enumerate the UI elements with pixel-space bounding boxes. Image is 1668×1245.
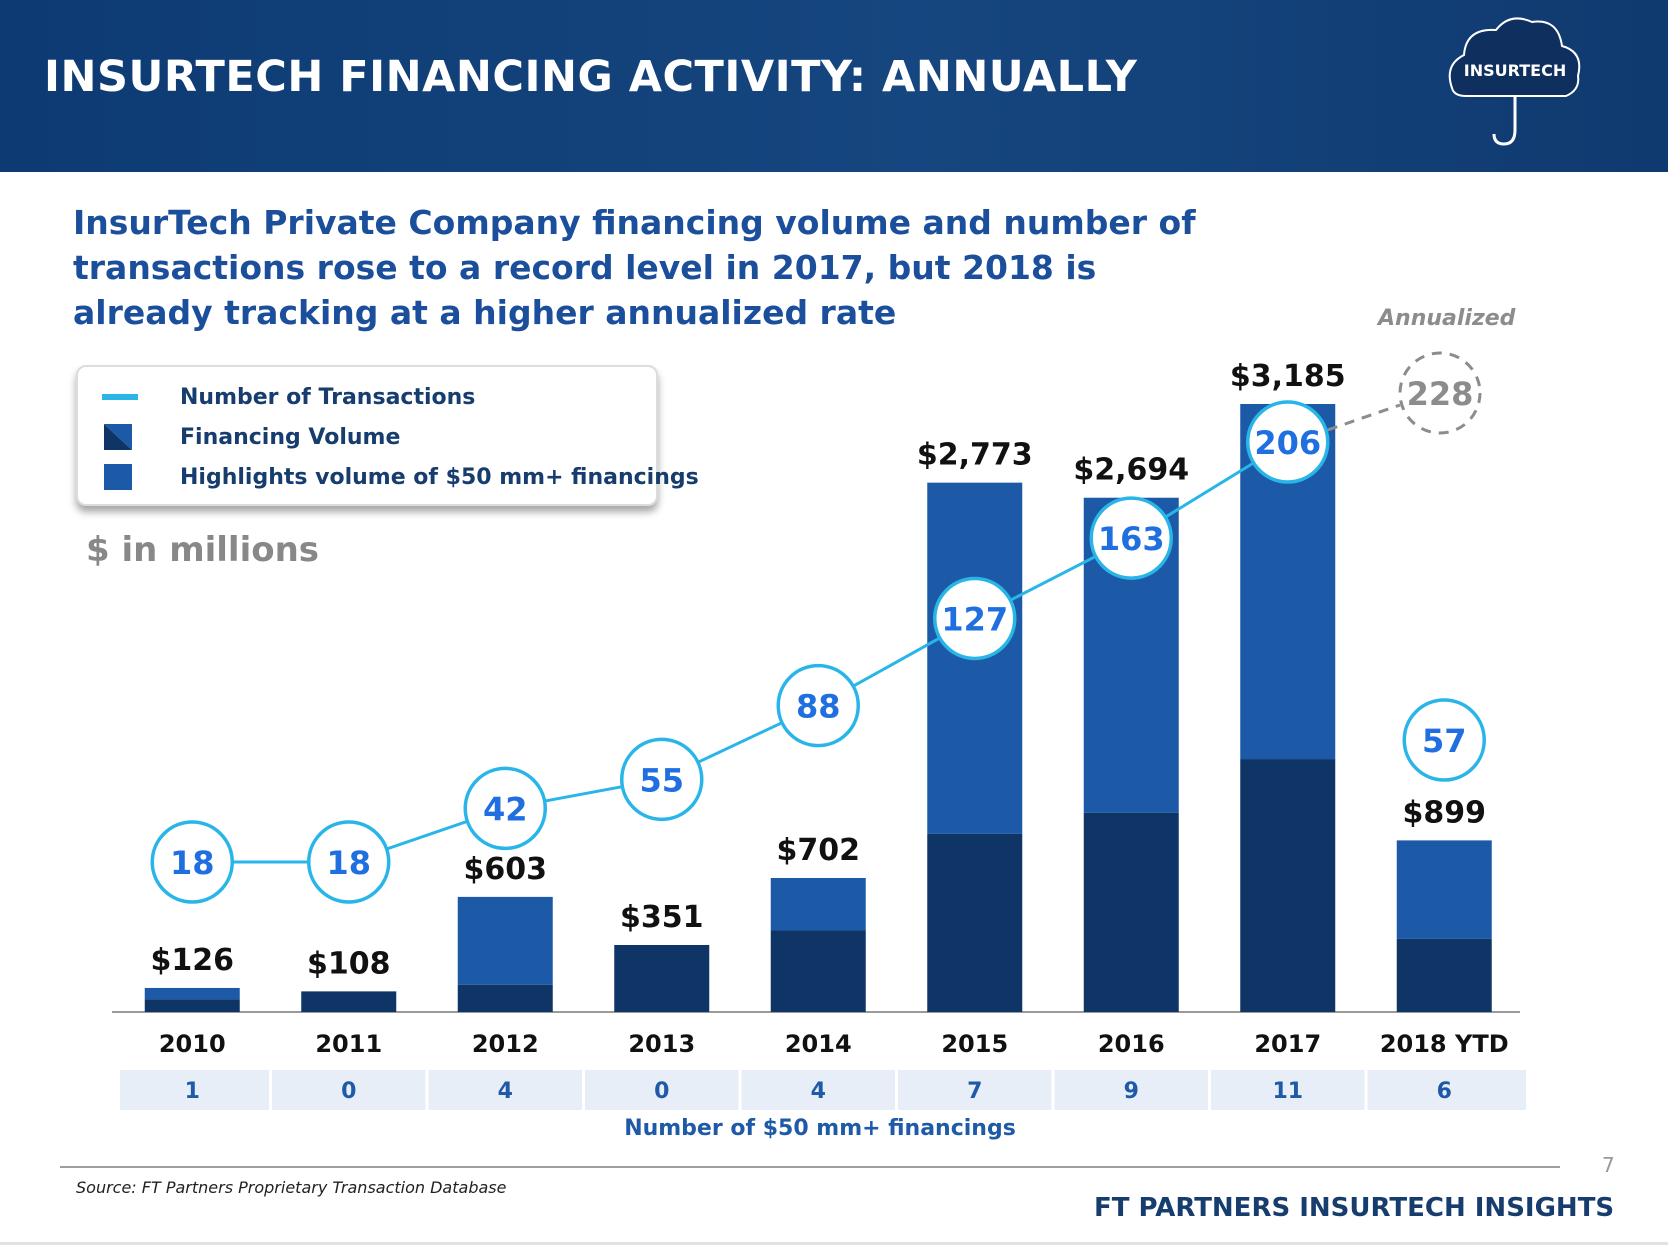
legend-label-transactions: Number of Transactions: [180, 384, 476, 410]
bar-value-label: $603: [464, 852, 548, 887]
fifty-mm-count: 4: [811, 1079, 826, 1104]
x-tick-label: 2013: [628, 1030, 695, 1058]
bar-value-label: $108: [307, 946, 391, 981]
bar-volume-2011: [301, 991, 397, 1012]
bar-value-label: $351: [620, 900, 704, 935]
legend-highlight-swatch: [104, 464, 132, 490]
chart-legend: Number of Transactions Financing Volume …: [76, 365, 699, 506]
x-tick-label: 2010: [159, 1030, 226, 1058]
page-title: INSURTECH FINANCING ACTIVITY: ANNUALLY: [44, 52, 1138, 102]
bar-volume-2018-ytd: [1396, 938, 1492, 1012]
page-number: 7: [1602, 1153, 1615, 1177]
bar-highlight-2018-ytd: [1396, 840, 1492, 939]
transaction-marker: [776, 663, 860, 748]
annualized-connector: [1327, 403, 1401, 432]
transaction-count-label: 57: [1422, 722, 1467, 760]
legend-label-highlights: Highlights volume of $50 mm+ financings: [180, 464, 699, 490]
x-tick-label: 2015: [941, 1030, 1008, 1058]
fifty-mm-count: 0: [341, 1079, 356, 1104]
headline: InsurTech Private Company financing volu…: [73, 203, 1196, 332]
transaction-marker: [307, 820, 391, 904]
bar-volume-2017: [1240, 759, 1336, 1012]
bar-volume-2013: [614, 944, 710, 1012]
bar-highlight-2012: [457, 896, 553, 985]
fifty-mm-count: 6: [1437, 1079, 1452, 1104]
fifty-mm-strip-background: [120, 1070, 1526, 1110]
transaction-count-label: 55: [639, 761, 684, 799]
legend-line-swatch: [102, 394, 138, 400]
bottom-divider: [0, 1242, 1668, 1245]
units-label: $ in millions: [86, 530, 320, 570]
bar-volume-2014: [770, 930, 866, 1012]
source-note: Source: FT Partners Proprietary Transact…: [76, 1178, 507, 1197]
transaction-marker: [463, 766, 547, 851]
bar-volume-2016: [1083, 812, 1179, 1012]
transaction-count-label: 127: [941, 600, 1008, 638]
transaction-count-label: 163: [1098, 520, 1165, 558]
transaction-marker: [1246, 400, 1330, 484]
bar-highlight-2010: [144, 987, 240, 1000]
fifty-mm-count: 0: [654, 1079, 669, 1104]
bar-value-label: $702: [777, 833, 861, 868]
transaction-marker: [933, 576, 1017, 661]
fifty-mm-count: 4: [498, 1079, 513, 1104]
bar-value-label: $126: [151, 943, 235, 978]
bar-highlight-2014: [770, 877, 866, 931]
logo-text: INSURTECH: [1464, 61, 1566, 80]
transaction-marker: [1089, 496, 1173, 580]
x-tick-label: 2012: [472, 1030, 539, 1058]
annualized-value: 228: [1407, 375, 1474, 413]
bar-volume-2015: [927, 833, 1023, 1012]
bar-volume-2012: [457, 984, 553, 1012]
bar-value-label: $899: [1403, 795, 1487, 830]
fifty-mm-count: 11: [1272, 1079, 1303, 1104]
fifty-mm-count: 7: [967, 1079, 982, 1104]
fifty-mm-caption: Number of $50 mm+ financings: [624, 1116, 1016, 1141]
footer-brand: FT PARTNERS INSURTECH INSIGHTS: [1094, 1193, 1615, 1223]
transaction-count-label: 42: [483, 790, 528, 828]
bar-value-label: $2,694: [1073, 453, 1189, 488]
x-tick-label: 2011: [315, 1030, 382, 1058]
transaction-marker: [150, 820, 234, 904]
insurtech-cloud-umbrella-logo: INSURTECH: [1448, 17, 1581, 146]
x-tick-label: 2018 YTD: [1380, 1030, 1509, 1058]
fifty-mm-count: 9: [1124, 1079, 1139, 1104]
x-tick-label: 2014: [785, 1030, 852, 1058]
transaction-count-label: 206: [1254, 424, 1321, 462]
legend-volume-swatch: [104, 424, 132, 450]
annualized-marker: [1398, 351, 1482, 435]
transaction-count-label: 88: [796, 688, 841, 726]
transaction-count-label: 18: [326, 844, 371, 882]
header-banner: INSURTECH FINANCING ACTIVITY: ANNUALLY I…: [0, 0, 1668, 172]
fifty-mm-count: 1: [185, 1079, 200, 1104]
transaction-count-label: 18: [170, 844, 215, 882]
bar-volume-2010: [144, 999, 240, 1012]
bar-value-label: $2,773: [917, 438, 1033, 473]
transaction-marker: [620, 737, 704, 822]
footer-divider: [60, 1166, 1560, 1168]
legend-label-volume: Financing Volume: [180, 424, 401, 450]
bar-value-label: $3,185: [1230, 359, 1346, 394]
x-tick-label: 2017: [1254, 1030, 1321, 1058]
x-tick-label: 2016: [1098, 1030, 1165, 1058]
transaction-marker: [1402, 698, 1486, 782]
annualized-label: Annualized: [1378, 306, 1516, 331]
